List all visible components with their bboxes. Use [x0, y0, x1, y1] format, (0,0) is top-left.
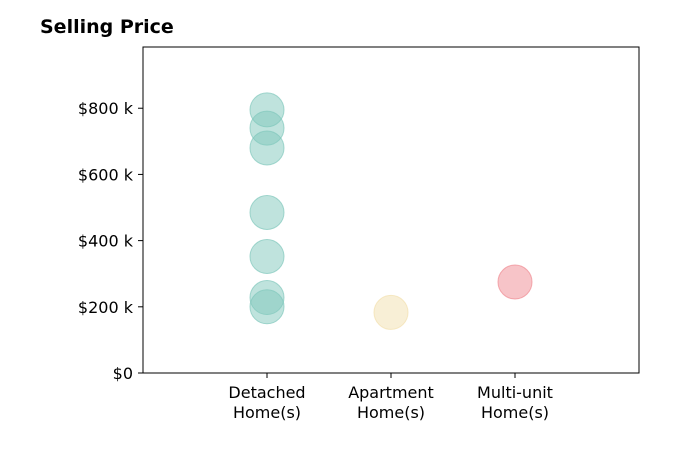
x-tick-label: Multi-unit Home(s): [477, 383, 553, 422]
x-tick-label-line: Multi-unit: [477, 383, 553, 402]
x-tick-label-line: Home(s): [481, 403, 549, 422]
x-tick-label-line: Home(s): [357, 403, 425, 422]
x-tick-label: Detached Home(s): [228, 383, 305, 422]
x-tick-label-line: Home(s): [233, 403, 301, 422]
x-tick-label: Apartment Home(s): [348, 383, 434, 422]
data-point: [249, 289, 285, 325]
y-axis: $0 $200 k $400 k $600 k $800 k: [78, 99, 143, 383]
data-points: [249, 92, 533, 330]
data-point: [249, 130, 285, 166]
chart-title: Selling Price: [40, 16, 174, 38]
y-tick-label: $600 k: [78, 165, 134, 184]
x-tick-label-line: Detached: [228, 383, 305, 402]
y-tick-label: $400 k: [78, 232, 134, 251]
y-tick-label: $200 k: [78, 298, 134, 317]
x-tick-label-line: Apartment: [348, 383, 434, 402]
data-point: [373, 294, 409, 330]
y-tick-label: $0: [113, 364, 133, 383]
y-tick-label: $800 k: [78, 99, 134, 118]
data-point: [249, 194, 285, 230]
x-axis: Detached Home(s)Apartment Home(s)Multi-uni…: [228, 373, 553, 422]
data-point: [497, 264, 533, 300]
data-point: [249, 239, 285, 275]
